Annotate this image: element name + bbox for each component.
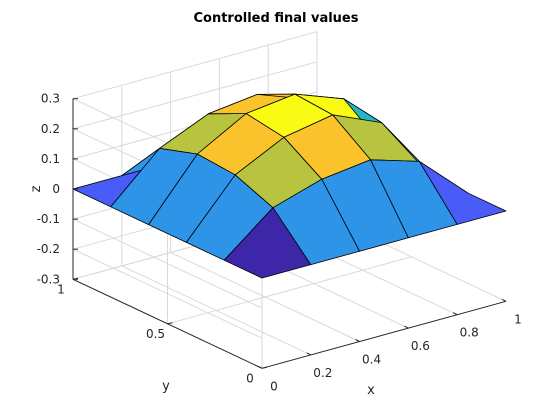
chart-title: Controlled final values xyxy=(193,11,358,26)
z-tick-label: -0.2 xyxy=(37,242,60,256)
y-tick-mark xyxy=(261,366,268,369)
surface-patch xyxy=(418,160,507,225)
y-tick-mark xyxy=(167,322,173,325)
x-tick-label: 0.4 xyxy=(362,353,381,367)
x-tick-label: 0.6 xyxy=(411,339,430,353)
z-tick-label: 0.3 xyxy=(41,92,60,106)
x-tick-label: 1 xyxy=(514,312,522,326)
y-tick-label: 0.5 xyxy=(146,327,165,341)
surface-plot xyxy=(72,93,507,279)
z-axis-label: z xyxy=(29,185,44,192)
x-axis-line xyxy=(261,300,507,369)
z-tick-label: 0.2 xyxy=(41,122,60,136)
x-tick-label: 0 xyxy=(270,379,278,393)
z-tick-label: -0.1 xyxy=(37,212,60,226)
x-tick-label: 0.8 xyxy=(460,326,479,340)
x-tick-mark xyxy=(404,325,409,329)
x-tick-mark xyxy=(452,312,458,316)
z-tick-label: 0 xyxy=(52,182,60,196)
y-tick-label: 1 xyxy=(57,282,65,296)
z-tick-label: -0.3 xyxy=(37,272,60,286)
x-axis-label: x xyxy=(367,383,375,398)
y-tick-label: 0 xyxy=(246,371,254,385)
x-tick-label: 0.2 xyxy=(313,366,332,380)
x-tick-mark xyxy=(501,298,507,302)
axis-ticks: 00.20.40.60.8100.51-0.3-0.2-0.100.10.20.… xyxy=(37,92,522,394)
x-tick-mark xyxy=(306,352,312,356)
z-tick-label: 0.1 xyxy=(41,152,60,166)
y-axis-label: y xyxy=(162,379,170,394)
x-tick-mark xyxy=(355,339,360,342)
x-tick-mark xyxy=(257,365,263,369)
